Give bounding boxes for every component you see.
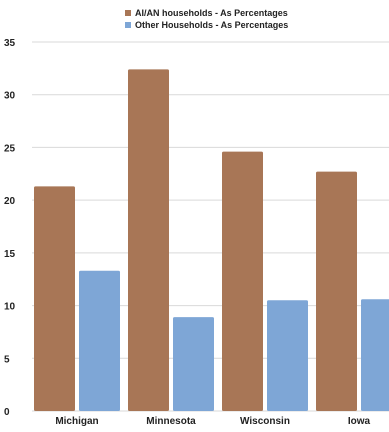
y-tick-label: 35 — [4, 38, 16, 49]
y-tick-label: 20 — [4, 196, 16, 207]
legend-label: AI/AN households - As Percentages — [135, 8, 288, 18]
bar-other-minnesota — [173, 317, 214, 411]
bar-other-iowa — [361, 299, 389, 411]
bar-aian-wisconsin — [222, 151, 263, 411]
y-axis-tick-labels: 0 5 10 15 20 25 30 35 — [4, 38, 16, 418]
bar-other-wisconsin — [267, 300, 308, 411]
x-tick-label: Wisconsin — [240, 416, 290, 427]
bar-aian-iowa — [316, 171, 357, 411]
bar-aian-michigan — [34, 186, 75, 411]
y-tick-label: 30 — [4, 91, 16, 102]
x-tick-label: Minnesota — [146, 416, 196, 427]
y-tick-label: 0 — [4, 407, 10, 418]
legend: AI/AN households - As Percentages Other H… — [125, 8, 288, 30]
x-tick-label: Michigan — [55, 416, 98, 427]
y-tick-label: 10 — [4, 302, 16, 313]
x-tick-label: Iowa — [348, 416, 371, 427]
legend-label: Other Households - As Percentages — [135, 20, 288, 30]
bars — [34, 69, 389, 411]
legend-swatch — [125, 22, 131, 28]
legend-swatch — [125, 10, 131, 16]
y-tick-label: 15 — [4, 249, 16, 260]
y-tick-label: 5 — [4, 354, 10, 365]
x-axis-tick-labels: Michigan Minnesota Wisconsin Iowa — [55, 416, 370, 427]
bar-other-michigan — [79, 270, 120, 411]
bar-aian-minnesota — [128, 69, 169, 411]
y-tick-label: 25 — [4, 143, 16, 154]
